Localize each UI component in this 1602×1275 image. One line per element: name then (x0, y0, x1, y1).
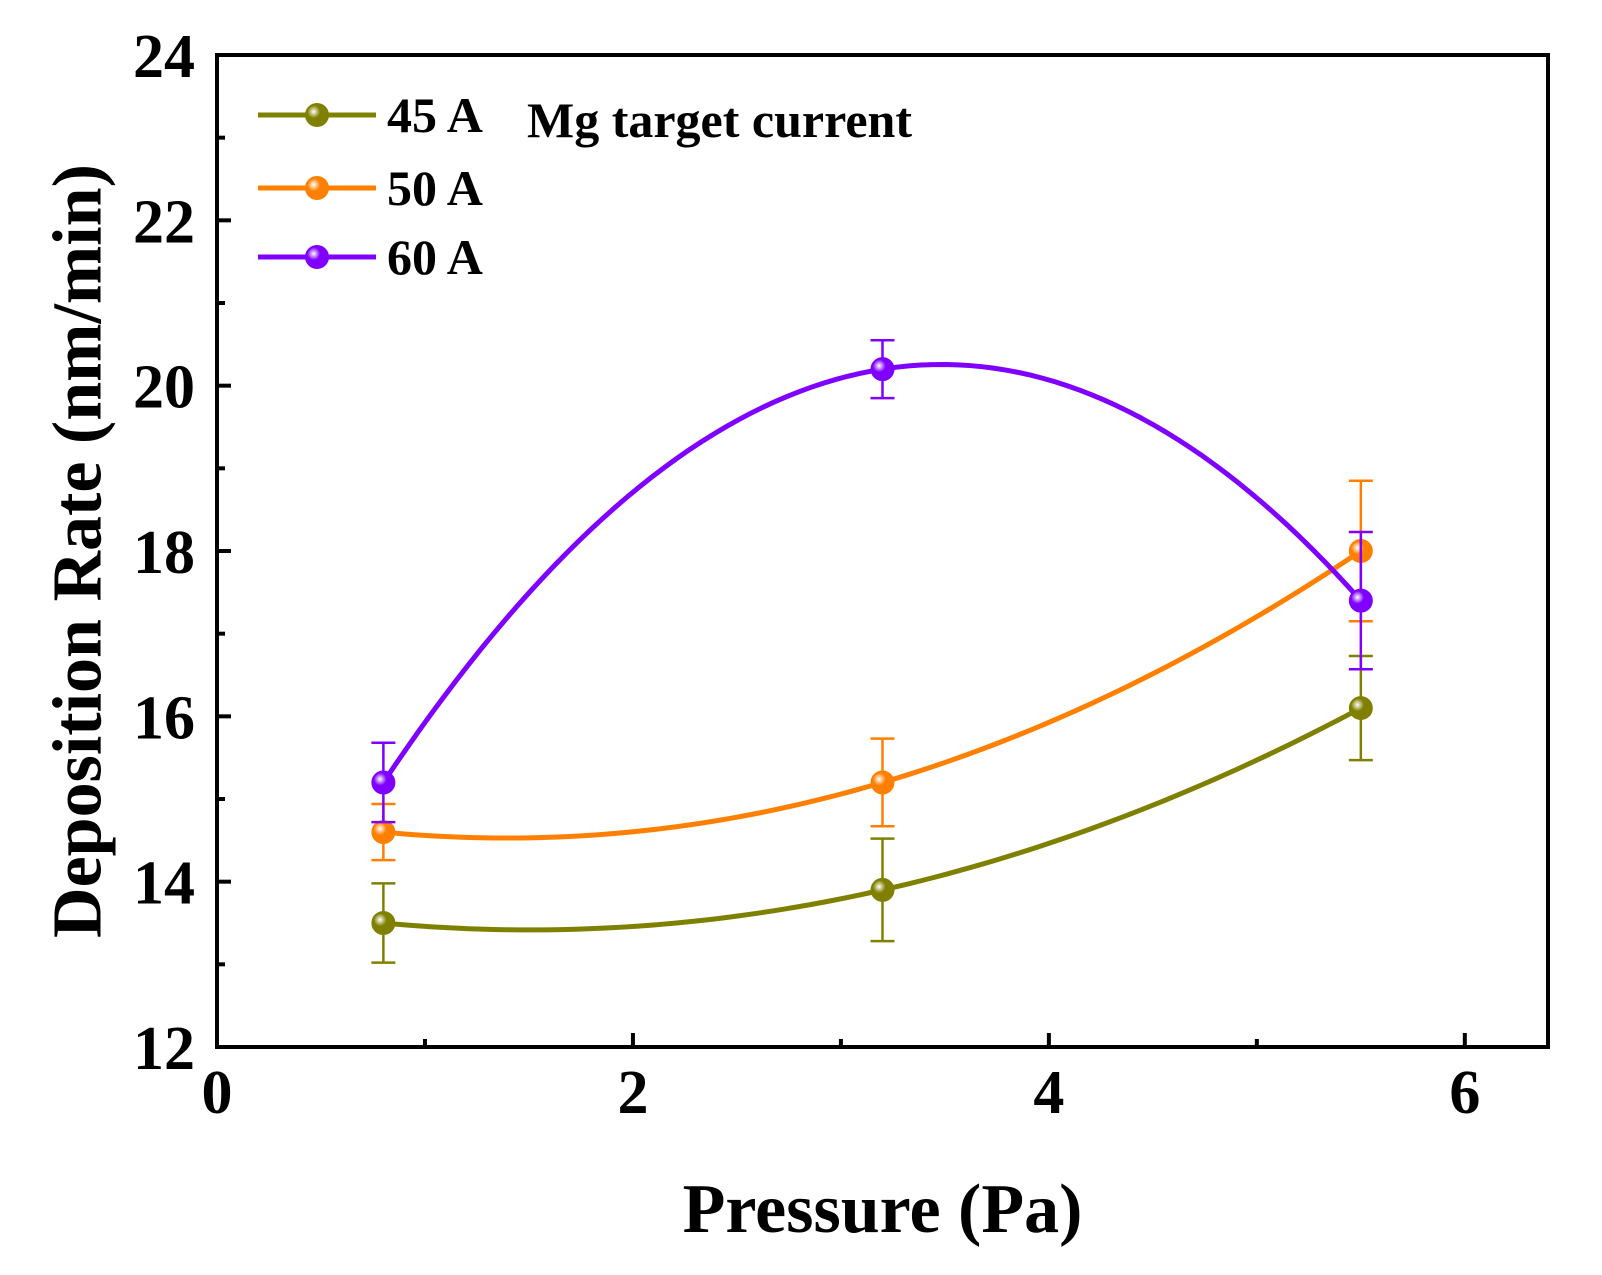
legend: Mg target current 45 A 50 A 60 A (258, 87, 912, 285)
data-point (1348, 588, 1373, 613)
data-point (870, 770, 895, 795)
data-point (1348, 696, 1373, 721)
x-tick-label: 4 (1033, 1059, 1064, 1127)
data-point (371, 911, 396, 935)
legend-label: 50 A (387, 160, 483, 216)
legend-marker (305, 176, 329, 200)
y-axis-title: Deposition Rate (nm/min) (40, 164, 117, 938)
legend-item-60-a: 60 A (258, 229, 483, 285)
legend-label: 45 A (387, 87, 483, 143)
legend-item-50-a: 50 A (258, 160, 483, 216)
legend-item-45-a: 45 A (258, 87, 483, 143)
y-tick-label: 14 (133, 850, 195, 918)
y-tick-label: 20 (133, 354, 195, 422)
series-60-a (371, 338, 1373, 824)
x-tick-label: 0 (202, 1059, 233, 1127)
x-tick-label: 6 (1449, 1059, 1480, 1127)
series-layer (371, 338, 1373, 964)
series-45-a (371, 654, 1373, 964)
y-tick-label: 18 (133, 519, 195, 587)
series-50-a (371, 479, 1373, 862)
legend-marker (305, 245, 329, 269)
data-point (870, 877, 895, 902)
legend-label: 60 A (387, 229, 483, 285)
legend-marker (305, 103, 329, 127)
data-point (371, 820, 396, 845)
data-point (870, 357, 895, 382)
y-tick-label: 12 (133, 1015, 195, 1083)
y-tick-label: 24 (133, 23, 195, 91)
y-tick-label: 16 (133, 684, 195, 752)
x-axis-title: Pressure (Pa) (683, 1171, 1083, 1248)
data-point (371, 770, 396, 795)
series-line (383, 705, 1362, 933)
series-line (381, 361, 1363, 784)
x-tick-label: 2 (617, 1059, 648, 1127)
legend-title: Mg target current (527, 92, 912, 148)
y-tick-label: 22 (133, 188, 195, 256)
